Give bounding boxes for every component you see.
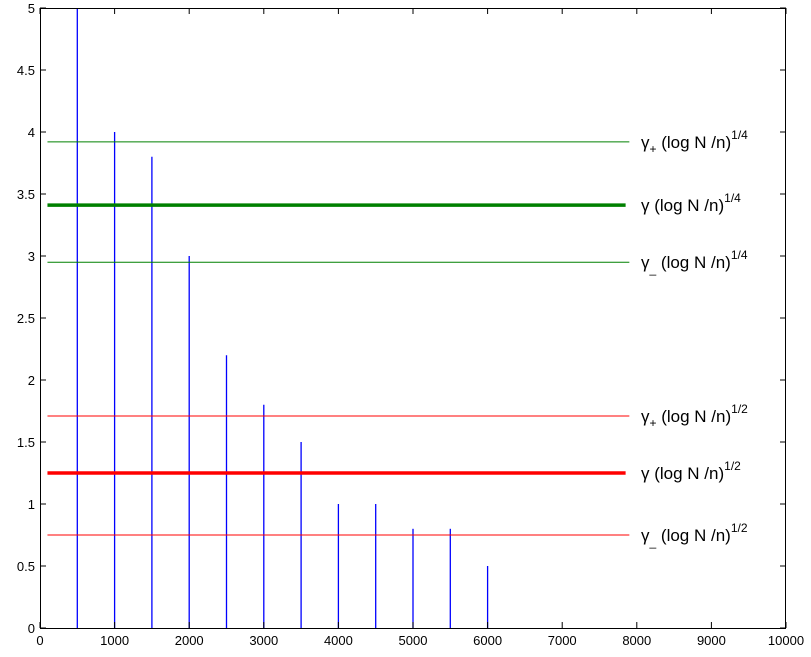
label-gamma: γ: [641, 133, 650, 152]
y-tick-label: 4: [28, 125, 35, 140]
label-expression: (log N /n): [656, 253, 731, 272]
reference-line-label: γ+ (log N /n)1/2: [641, 402, 748, 430]
x-tick-label: 5000: [399, 633, 428, 648]
x-tick-label: 4000: [324, 633, 353, 648]
x-axis: 0 1000 2000 3000 4000 5000 6000 7000 8000 9000 100…: [36, 8, 804, 648]
label-superscript: 1/2: [731, 402, 748, 416]
label-gamma: γ: [641, 253, 650, 272]
y-tick-label: 5: [28, 1, 35, 16]
x-tick-label: 3000: [249, 633, 278, 648]
x-tick-label: 7000: [548, 633, 577, 648]
x-tick-label: 0: [36, 633, 43, 648]
label-expression: (log N /n): [656, 526, 731, 545]
label-gamma: γ: [641, 526, 650, 545]
label-subscript: _: [649, 262, 657, 276]
label-subscript: +: [650, 416, 657, 430]
x-tick-label: 6000: [473, 633, 502, 648]
label-expression: (log N /n): [650, 464, 725, 483]
y-tick-label: 3.5: [17, 187, 35, 202]
annotations: γ+ (log N /n)1/4γ (log N /n)1/4γ_ (log N…: [641, 128, 748, 549]
x-tick-label: 8000: [622, 633, 651, 648]
label-superscript: 1/4: [731, 248, 748, 262]
x-tick-label: 1000: [100, 633, 129, 648]
label-subscript: _: [649, 535, 657, 549]
reference-line-label: γ+ (log N /n)1/4: [641, 128, 748, 156]
reference-lines: [47, 141, 630, 536]
y-tick-label: 2: [28, 373, 35, 388]
y-axis: 0 0.5 1 1.5 2 2.5 3 3.5 4 4.5 5: [17, 1, 786, 636]
reference-line-label: γ_ (log N /n)1/4: [641, 248, 748, 276]
label-expression: (log N /n): [657, 407, 732, 426]
reference-line-label: γ (log N /n)1/2: [641, 459, 741, 483]
label-superscript: 1/2: [724, 459, 741, 473]
label-expression: (log N /n): [657, 133, 732, 152]
label-superscript: 1/4: [731, 128, 748, 142]
x-tick-label: 9000: [697, 633, 726, 648]
y-tick-label: 2.5: [17, 311, 35, 326]
y-tick-label: 1.5: [17, 435, 35, 450]
y-tick-label: 4.5: [17, 63, 35, 78]
label-subscript: +: [650, 142, 657, 156]
x-tick-label: 2000: [175, 633, 204, 648]
label-gamma: γ: [641, 196, 650, 215]
label-superscript: 1/4: [724, 191, 741, 205]
y-tick-label: 0: [28, 621, 35, 636]
x-tick-label: 10000: [768, 633, 804, 648]
reference-line-label: γ_ (log N /n)1/2: [641, 521, 748, 549]
label-gamma: γ: [641, 464, 650, 483]
bars: [76, 8, 489, 628]
y-tick-label: 1: [28, 497, 35, 512]
y-tick-label: 0.5: [17, 559, 35, 574]
label-gamma: γ: [641, 407, 650, 426]
label-superscript: 1/2: [731, 521, 748, 535]
label-expression: (log N /n): [650, 196, 725, 215]
y-tick-label: 3: [28, 249, 35, 264]
reference-line-label: γ (log N /n)1/4: [641, 191, 741, 215]
